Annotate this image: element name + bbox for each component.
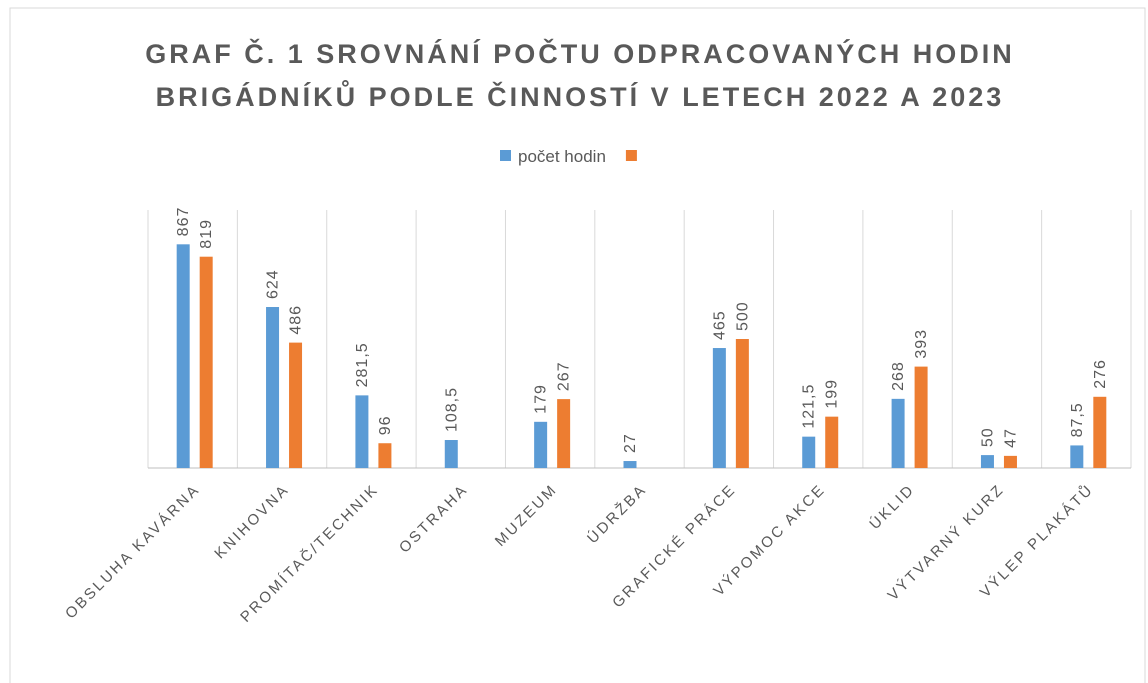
bar (378, 443, 392, 468)
legend-label: počet hodin (518, 147, 606, 166)
bar (534, 421, 548, 468)
bar (1070, 445, 1084, 468)
data-label: 268 (890, 361, 907, 391)
data-label: 47 (1002, 428, 1019, 448)
bar (891, 398, 905, 468)
data-label: 179 (533, 384, 550, 414)
data-label: 267 (556, 361, 573, 391)
legend-swatch (500, 150, 511, 161)
data-label: 27 (622, 433, 639, 453)
data-label: 867 (175, 207, 192, 237)
data-label: 96 (377, 415, 394, 435)
legend-swatch (625, 150, 637, 161)
data-label: 393 (913, 329, 930, 359)
data-label: 500 (734, 301, 751, 331)
bar (802, 436, 816, 468)
bar (825, 416, 839, 468)
bar (1003, 455, 1017, 468)
bar (623, 461, 637, 468)
bar (1093, 396, 1107, 468)
bar (980, 455, 994, 468)
data-label: 486 (288, 305, 305, 335)
chart-title: GRAF Č. 1 SROVNÁNÍ POČTU ODPRACOVANÝCH H… (145, 38, 1015, 69)
bar (557, 399, 571, 468)
data-label: 281,5 (354, 342, 371, 387)
data-label: 624 (265, 269, 282, 299)
bar (914, 366, 928, 468)
bar (199, 256, 213, 468)
data-label: 87,5 (1069, 402, 1086, 437)
data-label: 819 (198, 219, 215, 249)
data-label: 121,5 (801, 384, 818, 429)
chart-frame (9, 7, 1146, 683)
bar (444, 440, 458, 468)
chart-title: BRIGÁDNÍKŮ PODLE ČINNOSTÍ V LETECH 2022 … (156, 79, 1005, 112)
data-label: 108,5 (443, 387, 460, 432)
bar (266, 307, 280, 468)
data-label: 50 (979, 427, 996, 447)
bar (176, 244, 190, 468)
bar (712, 348, 726, 468)
bar (355, 395, 369, 468)
bar (289, 342, 303, 468)
bar (735, 339, 749, 468)
data-label: 465 (711, 310, 728, 340)
data-label: 199 (824, 379, 841, 409)
data-label: 276 (1092, 359, 1109, 389)
